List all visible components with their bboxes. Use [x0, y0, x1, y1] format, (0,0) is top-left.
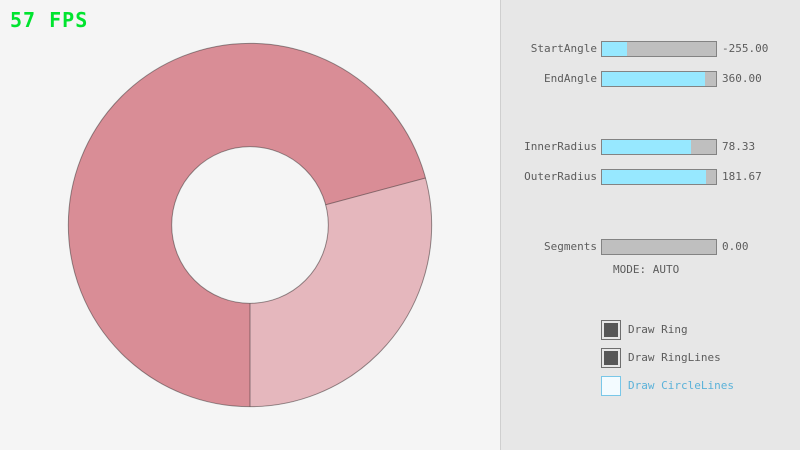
start-angle-slider[interactable]: [601, 41, 717, 57]
ring-shape: [67, 42, 433, 408]
draw-circlelines-label: Draw CircleLines: [628, 379, 734, 392]
segments-row: Segments 0.00: [501, 239, 800, 255]
draw-circlelines-checkbox-row[interactable]: Draw CircleLines: [601, 376, 781, 396]
inner-radius-value: 78.33: [722, 140, 756, 153]
draw-ring-checkbox[interactable]: [601, 320, 621, 340]
outer-radius-value: 181.67: [722, 170, 762, 183]
slider-fill: [602, 140, 692, 154]
slider-fill: [602, 72, 705, 86]
fps-counter: 57 FPS: [10, 8, 89, 32]
outer-radius-label: OuterRadius: [524, 170, 597, 183]
controls-panel: StartAngle -255.00 EndAngle 360.00 Inner…: [500, 0, 800, 450]
draw-ring-checkbox-row[interactable]: Draw Ring: [601, 320, 781, 340]
inner-radius-row: InnerRadius 78.33: [501, 139, 800, 155]
outer-radius-slider[interactable]: [601, 169, 717, 185]
draw-ring-label: Draw Ring: [628, 323, 688, 336]
segments-value: 0.00: [722, 240, 749, 253]
ring-canvas: 57 FPS: [10, 8, 433, 408]
segments-mode-label: MODE: AUTO: [613, 263, 680, 276]
start-angle-row: StartAngle -255.00: [501, 41, 800, 57]
end-angle-value: 360.00: [722, 72, 762, 85]
end-angle-label: EndAngle: [544, 72, 597, 85]
segments-slider[interactable]: [601, 239, 717, 255]
inner-radius-label: InnerRadius: [524, 140, 597, 153]
start-angle-value: -255.00: [722, 42, 769, 55]
inner-radius-slider[interactable]: [601, 139, 717, 155]
slider-fill: [602, 42, 627, 56]
draw-circlelines-checkbox[interactable]: [601, 376, 621, 396]
draw-ringlines-checkbox[interactable]: [601, 348, 621, 368]
end-angle-row: EndAngle 360.00: [501, 71, 800, 87]
segments-label: Segments: [544, 240, 597, 253]
outer-radius-row: OuterRadius 181.67: [501, 169, 800, 185]
end-angle-slider[interactable]: [601, 71, 717, 87]
slider-fill: [602, 170, 706, 184]
start-angle-label: StartAngle: [530, 42, 597, 55]
draw-ringlines-label: Draw RingLines: [628, 351, 721, 364]
draw-ringlines-checkbox-row[interactable]: Draw RingLines: [601, 348, 781, 368]
